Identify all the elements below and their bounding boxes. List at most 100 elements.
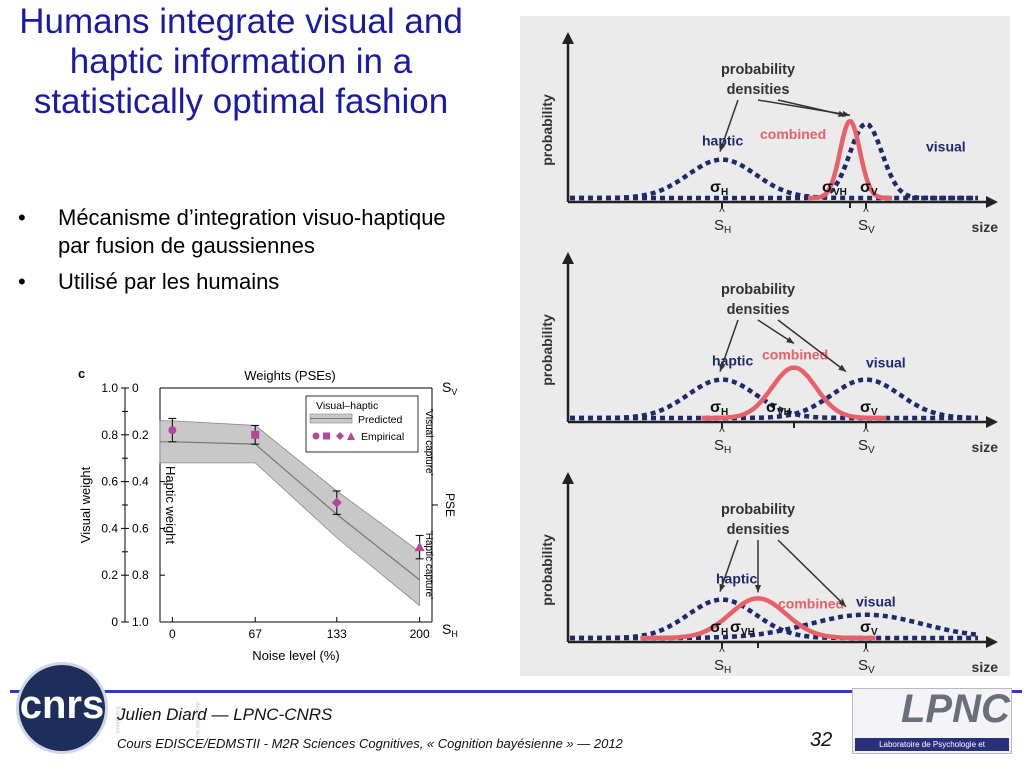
slide-title: Humans integrate visual and haptic infor… [19, 2, 463, 121]
hat-glyph: ^ [863, 205, 869, 219]
visual-label: visual [866, 355, 906, 371]
empirical-point-triangle [414, 542, 425, 552]
sigma-h-label: σH [710, 399, 728, 418]
sigma-h-label: σH [710, 619, 728, 638]
axis-ticks: 1.0 0 0.8 0.2 0.6 0.4 0.4 0.6 0.2 0.8 0 1.0 0 67 133 20… [101, 381, 430, 641]
y-axis-arrow [562, 32, 574, 44]
arrow-to-haptic [719, 99, 739, 152]
densities-header-line2: densities [727, 82, 790, 98]
sigma-vh-label: σVH [766, 399, 791, 418]
densities-header-line2: densities [727, 522, 790, 538]
legend-title: Visual–haptic [316, 400, 378, 412]
probability-axis-label: probability [539, 534, 555, 606]
combined-density-curve [640, 596, 876, 641]
arrow-to-combined-head [842, 110, 850, 118]
sigma-vh-label: σVH [822, 179, 847, 198]
arrow-to-visual [777, 539, 847, 608]
size-axis-label: size [972, 659, 999, 675]
bullet-list: • Mécanisme d’integration visuo-haptique … [18, 204, 458, 304]
visual-label: visual [856, 594, 896, 610]
empirical-markers [168, 417, 425, 560]
visual-y-tick-label: 0.6 [101, 475, 118, 489]
y-axis-arrow [562, 252, 574, 264]
arrow-to-haptic [719, 539, 739, 592]
legend-diamond-marker [336, 432, 344, 440]
arrow-to-combined-head [786, 336, 794, 344]
combined-density-curve [808, 118, 892, 201]
top-label: Weights (PSEs) [244, 368, 336, 383]
haptic-density-curve [570, 377, 978, 421]
bullet-glyph: • [18, 269, 26, 294]
bullet-glyph: • [18, 205, 26, 230]
visual-capture-label: 'Visual capture' [423, 408, 434, 475]
visual-y-tick-label: 0.2 [101, 568, 118, 582]
combined-label: combined [778, 595, 844, 611]
sigma-h-label: σH [710, 179, 728, 198]
legend-box [305, 395, 419, 453]
densities-header-line1: probability [721, 282, 795, 298]
densities-header-line1: probability [721, 502, 795, 518]
footer-author: Julien Diard — LPNC-CNRS [117, 705, 333, 724]
haptic-label: haptic [702, 133, 743, 149]
x-axis-label: Noise level (%) [252, 648, 339, 663]
haptic-y-tick-label: 0.4 [132, 475, 149, 489]
probability-axis-label: probability [539, 314, 555, 386]
hat-glyph: ^ [719, 645, 725, 659]
haptic-y-tick-label: 1.0 [132, 615, 149, 629]
footer-rule [10, 690, 1022, 693]
empirical-point-circle [168, 426, 177, 435]
x-axis-arrow [986, 416, 998, 428]
footer-course: Cours EDISCE/EDMSTII - M2R Sciences Cogn… [117, 736, 623, 751]
combined-density-curve [701, 365, 887, 421]
x-axis-arrow [986, 196, 998, 208]
visual-label: visual [926, 139, 966, 155]
size-axis-label: size [972, 439, 999, 455]
haptic-y-tick-label: 0.2 [132, 428, 149, 442]
empirical-point-diamond [331, 497, 342, 508]
density-panel-3: probabilitysizeprobabilitydensitiesSH^SV… [520, 456, 1010, 676]
arrow-to-combined-head [754, 584, 762, 593]
pse-axis-label: PSE [443, 493, 457, 517]
visual-y-tick-label: 0.8 [101, 428, 118, 442]
hat-glyph: ^ [863, 425, 869, 439]
bullet-item: • Utilisé par les humains [18, 268, 458, 296]
bullet-item: • Mécanisme d’integration visuo-haptique … [18, 204, 458, 260]
lpnc-logo: LPNC Laboratoire de Psychologie et Neuro… [852, 687, 1012, 762]
visual-y-tick-label: 0 [111, 615, 118, 629]
haptic-label: haptic [712, 353, 753, 369]
visual-density-curve [570, 377, 978, 421]
haptic-density-curve [570, 157, 978, 201]
bullet-text: Mécanisme d’integration visuo-haptique p… [58, 205, 446, 258]
arrow-to-haptic-head [719, 583, 726, 592]
visual-weight-label: Visual weight [78, 466, 93, 543]
legend-square-marker [323, 432, 330, 440]
sv-hat-label: SV [858, 657, 875, 676]
visual-density-curve [570, 612, 979, 641]
density-panel-1: probabilitysizeprobabilitydensitiesSH^SV… [520, 16, 1010, 236]
sigma-v-label: σV [860, 619, 878, 638]
legend-circle-marker [312, 432, 320, 440]
page-number: 32 [810, 729, 833, 751]
weights-chart: c Weights (PSEs) 1.0 0 0.8 0.2 0.6 0.4 0.4 0.6 0… [78, 366, 458, 663]
sv-hat-label: SV [858, 217, 875, 236]
sh-hat-label: SH [714, 657, 731, 676]
sh-hat-label: SH [714, 217, 731, 236]
densities-header-line1: probability [721, 62, 795, 78]
bullet-text: Utilisé par les humains [58, 269, 280, 294]
sh-label: SH [442, 621, 458, 639]
x-axis-arrow [986, 636, 998, 648]
arrow-to-combined [757, 99, 851, 116]
combined-label: combined [762, 347, 828, 363]
density-panels: probability size probability densities SH ^ SV… [520, 16, 1010, 676]
cnrs-logo: cnrs dépasser les frontières [16, 662, 200, 754]
haptic-density-curve [570, 597, 978, 641]
haptic-capture-label: 'Haptic capture' [423, 531, 434, 599]
hat-glyph: ^ [863, 645, 869, 659]
panel-letter: c [78, 366, 85, 381]
hat-glyph: ^ [719, 205, 725, 219]
densities-header-line2: densities [727, 302, 790, 318]
visual-density-curve [570, 121, 978, 201]
size-axis-label: size [972, 219, 999, 235]
arrow-to-visual-head [838, 599, 846, 607]
haptic-weight-label: Haptic weight [163, 466, 178, 544]
